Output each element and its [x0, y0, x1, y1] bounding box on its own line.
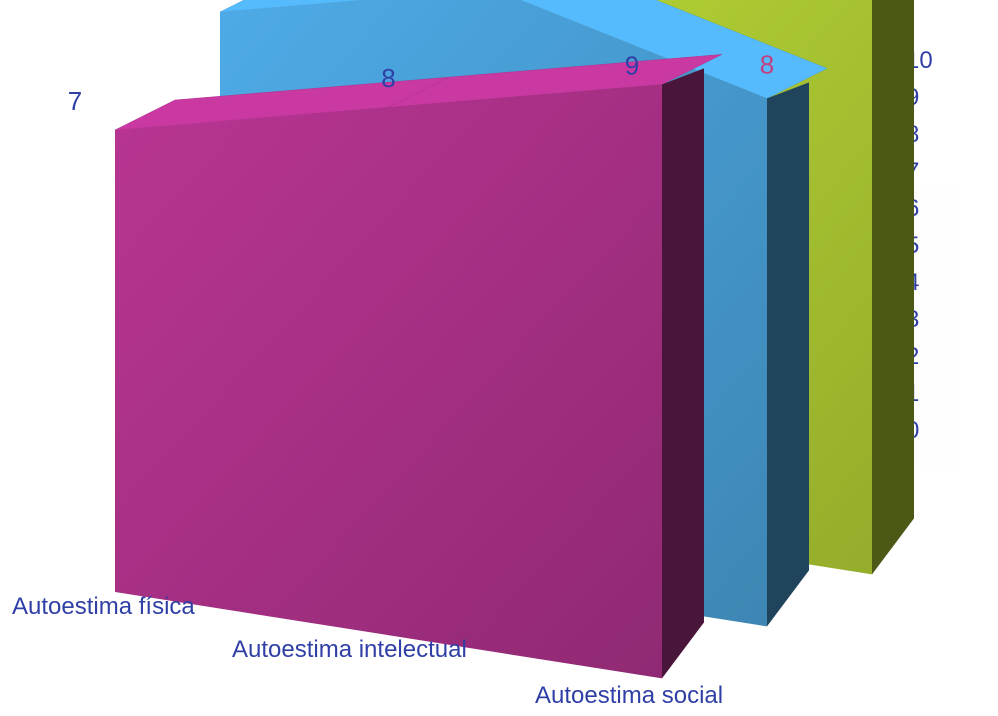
ribbon-side [767, 82, 809, 627]
ribbon-front [115, 84, 662, 679]
ribbon-autoestima-fisica [114, 54, 723, 679]
ribbon-top [219, 0, 367, 13]
data-label: 8 [381, 63, 395, 93]
ribbon-side [662, 68, 704, 679]
data-label: 8 [760, 49, 774, 79]
series-label-autoestima-fisica: Autoestima física [12, 593, 195, 620]
series-label-autoestima-social: Autoestima social [535, 682, 723, 709]
series-label-autoestima-intelectual: Autoestima intelectual [232, 636, 467, 663]
ribbon-top [388, 54, 723, 108]
data-label: 9 [625, 50, 639, 80]
data-label: 7 [68, 86, 82, 116]
ribbon-side [872, 0, 914, 575]
